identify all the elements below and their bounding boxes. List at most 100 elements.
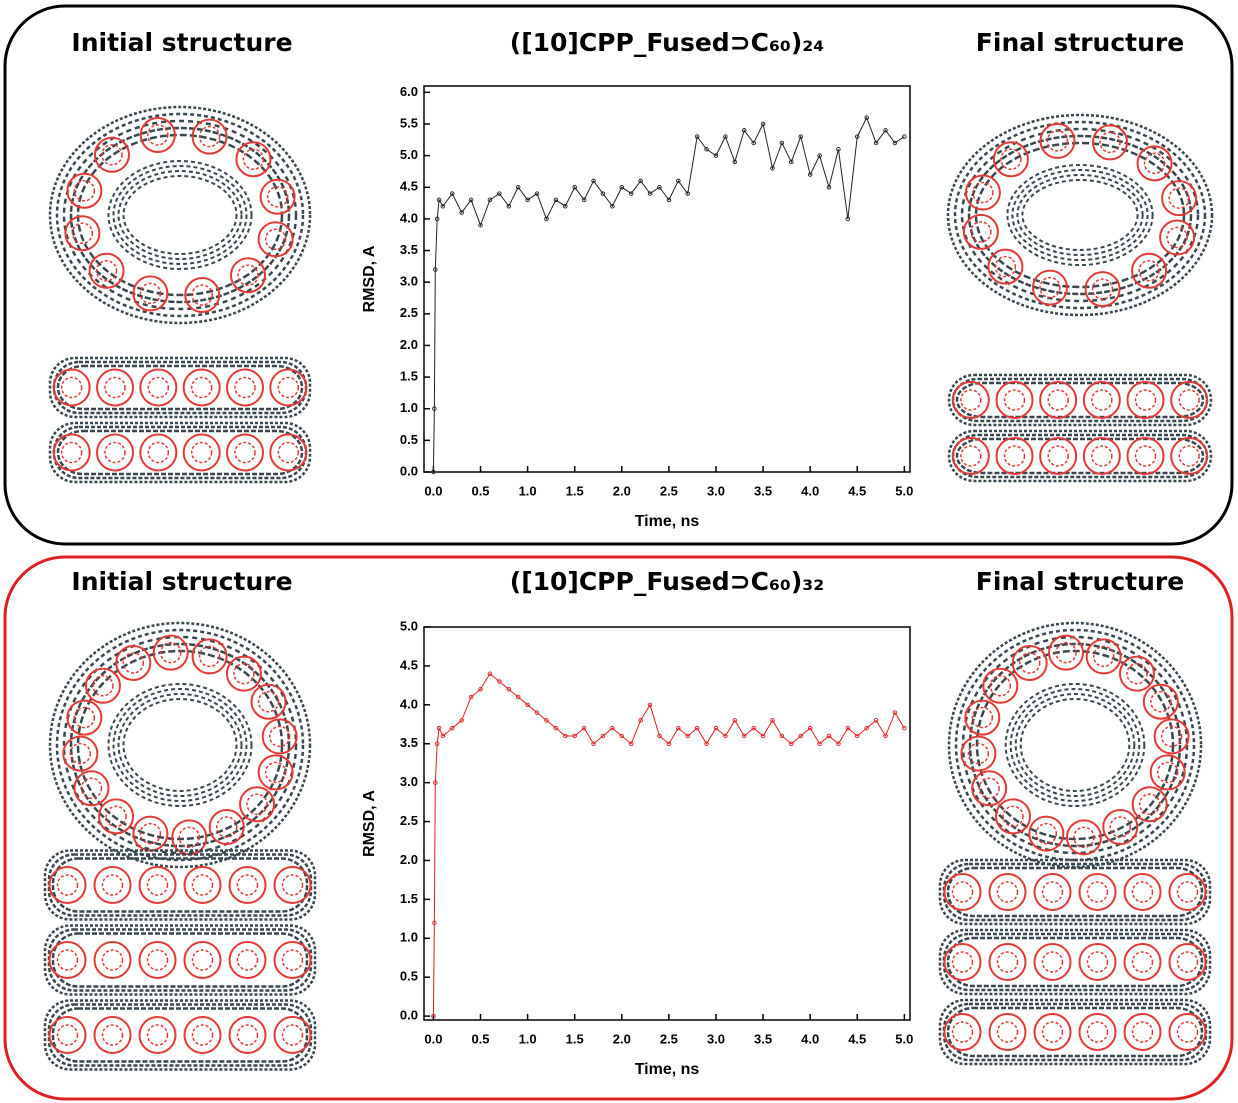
fullerene [84,667,121,704]
data-point [770,718,775,723]
data-point [478,222,483,228]
fullerene [1091,445,1113,467]
data-point [779,140,785,146]
fullerene [1134,445,1157,467]
fullerene [1046,130,1069,152]
fullerene [1048,634,1085,671]
molecule-shell [953,120,1207,310]
fullerene [96,368,134,407]
panel-label: Initial structure [71,567,292,596]
fullerene [972,181,994,204]
fullerene [1028,815,1065,852]
fullerene [147,124,169,146]
y-tick-label: 1.5 [400,891,418,906]
fullerene [1134,389,1157,411]
molecule-shell [107,683,253,807]
data-point [436,725,442,731]
plot-frame [423,85,911,473]
fullerene [233,662,255,685]
y-tick-label: 0.0 [400,463,418,478]
data-point [638,718,643,723]
fullerene [1178,389,1200,411]
data-point [760,121,766,127]
x-tick-label: 2.5 [660,483,678,498]
x-tick-label: 2.0 [613,483,631,498]
fullerene [951,381,990,419]
molecule-shell [1004,683,1146,807]
data-point [525,197,530,203]
molecule-shell [47,928,313,992]
data-point [506,687,512,692]
x-tick-label: 5.0 [895,483,913,498]
data-point [581,725,587,731]
fullerene [184,277,221,314]
fullerene [1176,881,1199,903]
fullerene [1176,1021,1199,1043]
fullerene [1168,1013,1207,1051]
fullerene [1078,1013,1117,1051]
molecule-shell [43,849,317,921]
x-tick-label: 3.0 [707,483,725,498]
fullerene [1136,145,1173,182]
fullerene [56,949,79,971]
fullerene [198,125,221,148]
molecule-shell [56,364,304,411]
molecule-shell [1019,698,1131,792]
data-point [497,191,502,196]
molecule-shell [56,429,304,476]
x-tick-label: 5.0 [895,1031,913,1046]
fullerene [183,866,222,904]
data-point [497,679,502,684]
data-point [723,134,728,139]
fullerene [190,441,213,464]
x-tick-label: 1.0 [519,1031,537,1046]
data-point [432,920,437,925]
fullerene [139,368,178,407]
y-tick-label: 5.0 [400,147,418,162]
fullerene [951,1021,974,1043]
fullerene [138,941,177,979]
fullerene [951,437,990,475]
panel-label: Final structure [976,28,1184,57]
data-point [676,178,681,184]
data-point [431,469,436,475]
fullerene [93,1016,132,1054]
fullerene [1131,881,1154,903]
fullerene [242,148,265,170]
fullerene [1047,445,1069,467]
fullerene [1160,725,1183,748]
fullerene [1143,152,1166,175]
chart-title: ([10]CPP_Fused⊃C₆₀)₂₄ [510,28,824,57]
data-point [685,191,690,196]
fullerene [104,376,126,399]
data-point [873,140,879,146]
fullerene [1153,718,1190,755]
fullerene [234,376,256,399]
fullerene [208,809,245,846]
fullerene [943,873,982,911]
fullerene [1123,873,1162,911]
data-point [741,733,747,739]
molecule-shell [112,165,248,265]
data-point [713,725,719,731]
data-point [468,197,474,203]
panel-frame [3,555,1234,1101]
molecule-shell [1011,169,1149,261]
fullerene [191,284,213,306]
fullerene [115,644,152,681]
fullerene [281,949,304,971]
molecule-shell [43,924,317,996]
fullerene [88,252,125,289]
fullerene [92,675,114,697]
data-point [610,725,615,731]
fullerene [1011,644,1048,681]
molecule-shell [946,866,1204,918]
molecule-shell [48,421,312,484]
data-point [647,191,653,196]
data-point [883,128,888,133]
data-point [892,710,898,715]
molecule-shell [48,356,312,419]
fullerene [60,376,83,399]
molecule-shell [1021,179,1139,251]
data-point [468,694,474,700]
